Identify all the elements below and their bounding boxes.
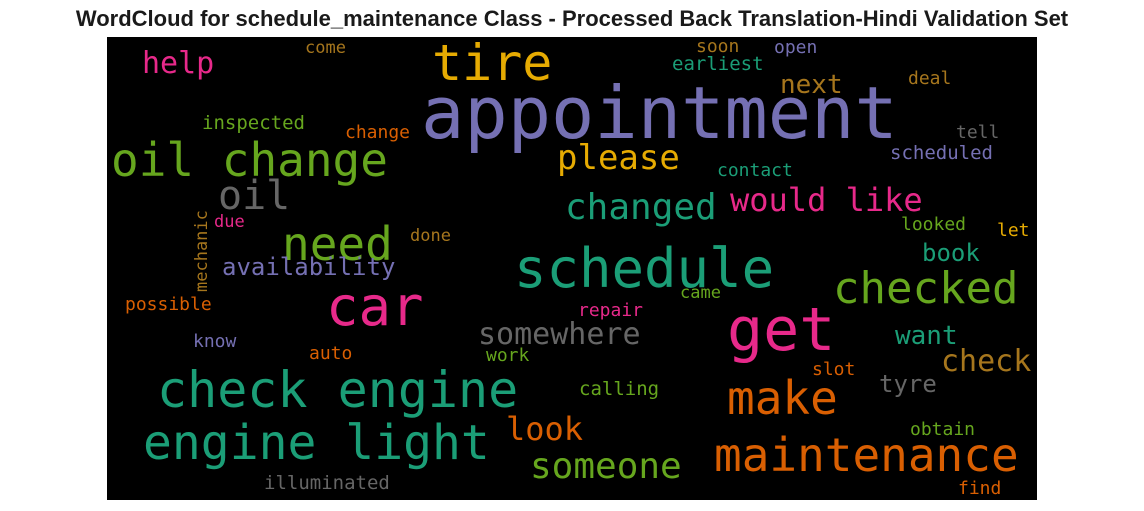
word-help: help [142, 46, 214, 81]
word-someone: someone [530, 446, 682, 487]
word-let: let [997, 220, 1030, 241]
word-earliest: earliest [672, 53, 764, 75]
word-done: done [410, 226, 451, 246]
word-oil-change: oil change [111, 133, 388, 187]
word-check-engine: check engine [157, 361, 518, 419]
word-find: find [958, 478, 1001, 499]
chart-title: WordCloud for schedule_maintenance Class… [75, 6, 1069, 31]
word-mechanic: mechanic [192, 210, 212, 292]
word-possible: possible [125, 294, 212, 315]
word-want: want [895, 321, 958, 351]
word-book: book [922, 239, 980, 267]
word-came: came [680, 283, 721, 303]
word-deal: deal [908, 68, 951, 89]
word-oil: oil [218, 173, 290, 219]
word-appointment: appointment [421, 71, 898, 155]
word-come: come [305, 38, 346, 58]
word-need: need [282, 217, 393, 271]
word-maintenance: maintenance [714, 428, 1019, 482]
word-inspected: inspected [202, 112, 305, 134]
word-tyre: tyre [879, 370, 937, 398]
word-illuminated: illuminated [264, 472, 390, 494]
word-make: make [727, 371, 838, 425]
word-obtain: obtain [910, 419, 975, 440]
word-availability: availability [222, 253, 395, 281]
word-scheduled: scheduled [890, 142, 993, 164]
word-work: work [486, 345, 530, 366]
word-know: know [193, 331, 237, 352]
word-tire: tire [432, 34, 552, 92]
cloud-background [107, 37, 1037, 500]
word-look: look [506, 410, 583, 448]
word-auto: auto [309, 343, 352, 364]
word-get: get [727, 295, 835, 365]
word-contact: contact [717, 160, 793, 181]
word-please: please [557, 138, 680, 178]
word-check: check [941, 344, 1031, 379]
word-next: next [780, 70, 843, 100]
word-looked: looked [901, 214, 966, 235]
word-checked: checked [833, 263, 1018, 314]
word-calling: calling [579, 378, 659, 400]
word-change: change [345, 122, 410, 143]
word-soon: soon [696, 36, 739, 57]
word-repair: repair [578, 300, 643, 321]
word-schedule: schedule [514, 237, 774, 300]
word-would-like: would like [730, 181, 923, 219]
word-car: car [326, 275, 424, 338]
word-somewhere: somewhere [478, 317, 641, 352]
word-due: due [214, 212, 245, 232]
word-tell: tell [956, 122, 999, 143]
word-slot: slot [812, 359, 855, 380]
word-changed: changed [565, 187, 717, 228]
word-engine-light: engine light [143, 415, 490, 471]
word-open: open [774, 37, 817, 58]
